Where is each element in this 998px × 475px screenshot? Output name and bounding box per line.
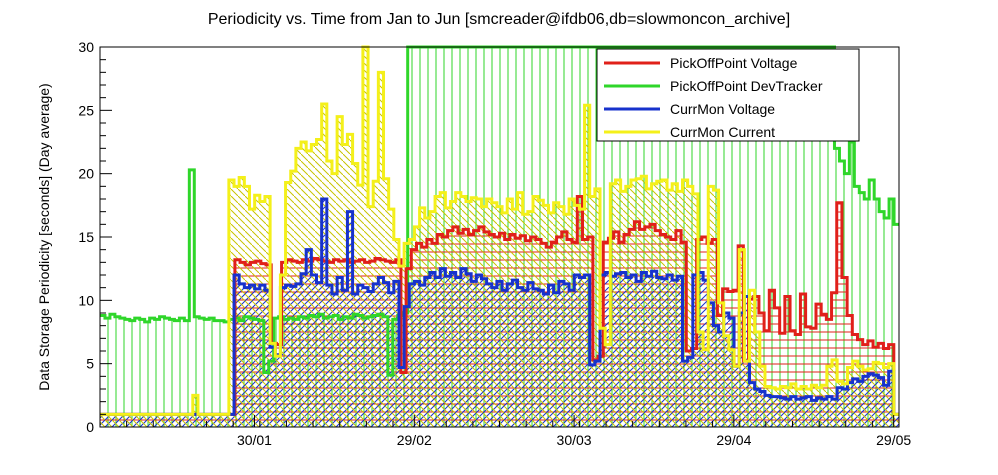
y-tick-label: 10 — [78, 292, 94, 308]
x-tick-label: 29/02 — [397, 432, 432, 448]
x-tick-label: 30/03 — [557, 432, 592, 448]
series-line-currmon-current — [100, 45, 899, 416]
legend-label: PickOffPoint Voltage — [670, 55, 798, 71]
x-tick-label: 29/04 — [716, 432, 751, 448]
legend-label: CurrMon Current — [670, 124, 775, 140]
y-tick-label: 0 — [86, 419, 94, 435]
legend-label: PickOffPoint DevTracker — [670, 78, 823, 94]
chart-title: Periodicity vs. Time from Jan to Jun [sm… — [208, 11, 790, 28]
y-tick-label: 15 — [78, 229, 94, 245]
y-tick-label: 20 — [78, 166, 94, 182]
x-axis: 30/01 29/02 30/03 29/04 29/05 — [99, 415, 911, 448]
y-tick-label: 25 — [78, 102, 94, 118]
y-axis-label: Data Storage Periodicity [seconds] (Day … — [36, 83, 52, 390]
y-tick-label: 30 — [78, 39, 94, 55]
y-tick-label: 5 — [86, 356, 94, 372]
legend-label: CurrMon Voltage — [670, 101, 775, 117]
x-tick-label: 29/05 — [876, 432, 911, 448]
x-tick-label: 30/01 — [237, 432, 272, 448]
y-axis: 0 5 10 15 20 25 30 — [78, 39, 112, 435]
series-line-currmon-voltage — [100, 197, 899, 416]
legend: PickOffPoint Voltage PickOffPoint DevTrac… — [596, 48, 860, 142]
